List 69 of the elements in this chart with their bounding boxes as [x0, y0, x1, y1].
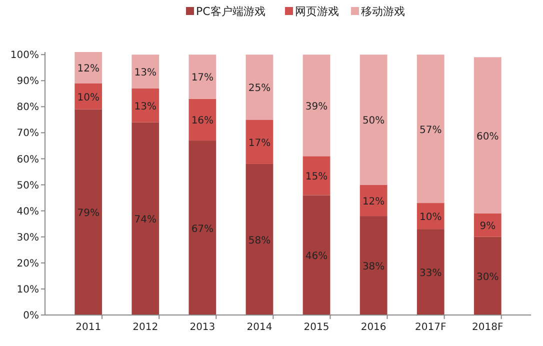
- x-tick-label: 2017F: [415, 322, 446, 333]
- y-tick-label: 40%: [16, 206, 39, 218]
- legend-label: PC客户端游戏: [196, 5, 266, 18]
- legend-label: 移动游戏: [361, 5, 405, 18]
- bar: [246, 54, 274, 120]
- y-tick-label: 80%: [16, 102, 39, 114]
- data-label: 17%: [248, 138, 271, 149]
- bar: [132, 88, 160, 122]
- bar: [416, 229, 444, 315]
- bar: [360, 54, 388, 185]
- bar: [74, 83, 102, 110]
- data-label: 13%: [134, 68, 157, 79]
- data-label: 25%: [248, 83, 271, 94]
- data-label: 30%: [476, 272, 499, 283]
- bar: [132, 54, 160, 88]
- bar: [360, 216, 388, 315]
- data-label: 10%: [77, 92, 100, 104]
- data-label: 58%: [248, 235, 271, 246]
- data-label: 57%: [419, 124, 442, 136]
- data-label: 38%: [362, 262, 385, 273]
- bar: [188, 54, 216, 99]
- bar: [474, 213, 502, 237]
- x-tick-label: 2012: [132, 322, 158, 333]
- y-tick-label: 0%: [23, 310, 39, 322]
- data-label: 17%: [191, 72, 214, 84]
- data-label: 50%: [362, 116, 385, 127]
- bar: [474, 236, 502, 315]
- y-tick-label: 60%: [16, 154, 39, 166]
- bar: [416, 54, 444, 204]
- bar: [302, 54, 330, 156]
- data-label: 60%: [476, 131, 499, 142]
- data-label: 12%: [77, 64, 100, 75]
- data-label: 16%: [191, 116, 214, 127]
- data-label: 13%: [134, 101, 157, 112]
- y-tick-label: 20%: [16, 258, 39, 270]
- x-tick-label: 2013: [190, 322, 216, 333]
- x-tick-label: 2016: [360, 322, 386, 333]
- data-label: 12%: [362, 196, 385, 208]
- bar: [360, 184, 388, 216]
- x-tick-label: 2011: [76, 322, 102, 333]
- data-label: 15%: [305, 172, 328, 183]
- x-tick-label: 2014: [246, 322, 272, 333]
- bar: [474, 57, 502, 214]
- legend-label: 网页游戏: [295, 5, 339, 18]
- bar: [132, 122, 160, 315]
- bar: [188, 98, 216, 141]
- x-tick-label: 2015: [304, 322, 330, 333]
- data-label: 9%: [480, 221, 496, 232]
- data-label: 67%: [191, 224, 214, 235]
- data-label: 10%: [419, 212, 442, 224]
- bar: [74, 109, 102, 315]
- bar: [74, 52, 102, 84]
- bar: [188, 140, 216, 315]
- bar: [246, 164, 274, 315]
- bar: [302, 156, 330, 196]
- y-tick-label: 30%: [16, 232, 39, 244]
- data-label: 74%: [134, 214, 157, 226]
- data-label: 79%: [77, 208, 100, 220]
- y-tick-label: 50%: [16, 180, 39, 192]
- x-tick-label: 2018F: [472, 322, 504, 333]
- data-label: 46%: [305, 251, 328, 262]
- data-label: 39%: [305, 101, 328, 112]
- y-tick-label: 10%: [16, 284, 39, 296]
- bar: [246, 120, 274, 164]
- y-tick-label: 70%: [16, 128, 39, 140]
- y-tick-label: 90%: [16, 76, 39, 88]
- y-tick-label: 100%: [10, 50, 39, 62]
- data-label: 33%: [419, 268, 442, 280]
- bar: [302, 195, 330, 315]
